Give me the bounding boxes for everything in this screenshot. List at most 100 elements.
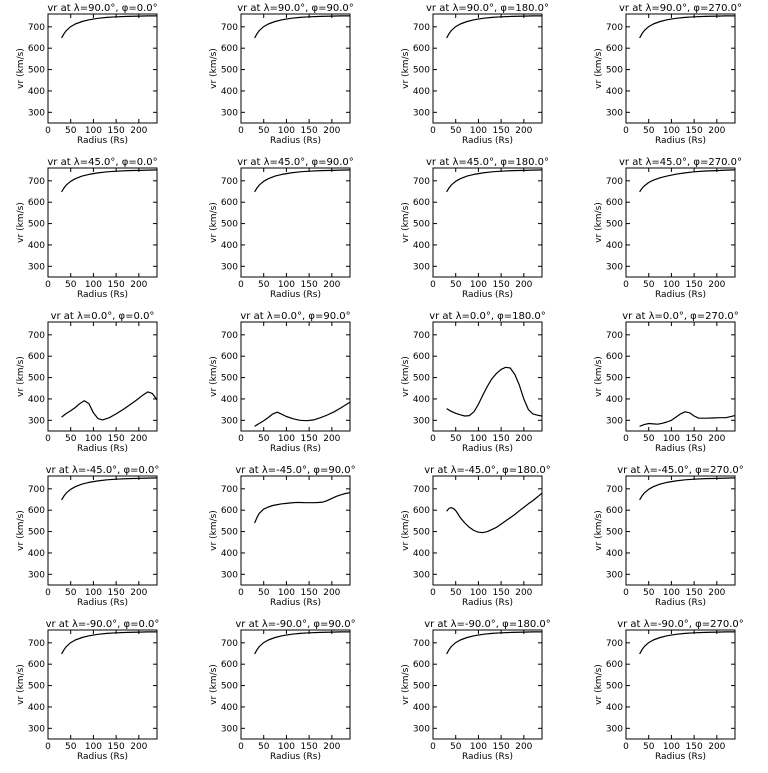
x-tick-label: 200 (130, 280, 147, 290)
x-tick-label: 50 (258, 126, 270, 136)
x-tick-label: 150 (493, 126, 510, 136)
y-tick-label: 500 (221, 220, 238, 230)
x-tick-label: 50 (65, 434, 77, 444)
y-tick-label: 300 (221, 416, 238, 426)
y-tick-label: 600 (606, 506, 623, 516)
panel-title: vr at λ=0.0°, φ=180.0° (429, 311, 546, 322)
y-tick-label: 400 (28, 87, 45, 97)
y-tick-label: 300 (221, 724, 238, 734)
y-axis-label: vr (km/s) (594, 510, 604, 551)
x-tick-label: 100 (85, 434, 102, 444)
panel-title: vr at λ=-90.0°, φ=0.0° (46, 619, 160, 630)
x-tick-label: 150 (301, 434, 318, 444)
x-tick-label: 0 (238, 588, 244, 598)
x-tick-label: 100 (278, 742, 295, 752)
y-tick-label: 400 (221, 703, 238, 713)
y-tick-label: 700 (221, 331, 238, 341)
series-line (254, 169, 351, 193)
panel-title: vr at λ=-90.0°, φ=90.0° (235, 619, 355, 630)
y-axis-label: vr (km/s) (16, 48, 26, 89)
x-tick-label: 100 (278, 588, 295, 598)
x-tick-label: 0 (430, 280, 436, 290)
y-tick-label: 400 (221, 241, 238, 251)
panel-18: vr at λ=-90.0°, φ=90.0° 0 50 100 150 200 300 40… (209, 619, 356, 762)
x-axis-label: Radius (Rs) (270, 136, 321, 146)
axes-frame (240, 321, 351, 432)
y-tick-label: 700 (606, 485, 623, 495)
x-tick-label: 0 (623, 588, 629, 598)
x-tick-label: 50 (450, 742, 462, 752)
axes-frame (432, 475, 543, 586)
x-axis-label: Radius (Rs) (270, 444, 321, 454)
y-tick-label: 700 (606, 177, 623, 187)
series-line (446, 169, 543, 193)
y-axis-label: vr (km/s) (401, 48, 411, 89)
x-tick-label: 200 (708, 588, 725, 598)
series-line (639, 477, 736, 501)
axes-frame (625, 475, 736, 586)
panel-title: vr at λ=90.0°, φ=180.0° (426, 3, 549, 14)
x-tick-label: 150 (108, 126, 125, 136)
x-tick-label: 100 (278, 280, 295, 290)
y-tick-label: 700 (606, 639, 623, 649)
x-tick-label: 200 (130, 434, 147, 444)
y-tick-label: 400 (413, 87, 430, 97)
panel-2: vr at λ=90.0°, φ=90.0° 0 50 100 150 200 300 400… (209, 3, 354, 146)
y-tick-label: 500 (221, 528, 238, 538)
x-tick-label: 150 (493, 434, 510, 444)
y-tick-label: 500 (606, 220, 623, 230)
x-tick-label: 100 (85, 588, 102, 598)
x-tick-label: 150 (301, 126, 318, 136)
x-tick-label: 0 (238, 742, 244, 752)
y-tick-label: 500 (28, 66, 45, 76)
y-axis-label: vr (km/s) (16, 510, 26, 551)
y-tick-label: 400 (413, 703, 430, 713)
panel-1: vr at λ=90.0°, φ=0.0° 0 50 100 150 200 300 400 5… (16, 3, 158, 146)
y-tick-label: 600 (221, 352, 238, 362)
axes-frame (432, 167, 543, 278)
x-tick-label: 200 (515, 742, 532, 752)
panel-title: vr at λ=-45.0°, φ=270.0° (617, 465, 744, 476)
panel-title: vr at λ=0.0°, φ=0.0° (51, 311, 155, 322)
panel-title: vr at λ=-45.0°, φ=0.0° (46, 465, 160, 476)
axes-frame (240, 629, 351, 740)
x-tick-label: 150 (686, 280, 703, 290)
x-axis-label: Radius (Rs) (77, 444, 128, 454)
y-axis-label: vr (km/s) (209, 356, 219, 397)
y-tick-label: 500 (28, 528, 45, 538)
y-tick-label: 300 (28, 724, 45, 734)
y-tick-label: 300 (413, 416, 430, 426)
series-line (254, 631, 350, 655)
series-line (446, 631, 542, 655)
series-line (61, 477, 158, 501)
x-tick-label: 50 (643, 588, 655, 598)
panel-15: vr at λ=-45.0°, φ=180.0° 0 50 100 150 200 300 4… (401, 465, 551, 608)
y-tick-label: 600 (221, 506, 238, 516)
y-tick-label: 500 (413, 374, 430, 384)
panel-7: vr at λ=45.0°, φ=180.0° 0 50 100 150 200 300 40… (401, 157, 549, 300)
y-tick-label: 400 (413, 395, 430, 405)
x-tick-label: 150 (108, 434, 125, 444)
x-tick-label: 0 (238, 434, 244, 444)
x-tick-label: 0 (623, 742, 629, 752)
x-axis-label: Radius (Rs) (77, 290, 128, 300)
y-tick-label: 300 (28, 108, 45, 118)
x-axis-label: Radius (Rs) (270, 290, 321, 300)
series-line (446, 366, 543, 417)
panel-title: vr at λ=-45.0°, φ=180.0° (424, 465, 551, 476)
y-tick-label: 400 (606, 87, 623, 97)
y-tick-label: 400 (28, 241, 45, 251)
axes-frame (47, 475, 158, 586)
y-tick-label: 700 (28, 177, 45, 187)
x-tick-label: 0 (238, 280, 244, 290)
x-tick-label: 150 (493, 742, 510, 752)
x-tick-label: 50 (258, 280, 270, 290)
y-tick-label: 500 (606, 374, 623, 384)
y-axis-label: vr (km/s) (209, 510, 219, 551)
y-axis-label: vr (km/s) (16, 356, 26, 397)
y-axis-label: vr (km/s) (401, 510, 411, 551)
y-tick-label: 400 (413, 549, 430, 559)
y-tick-label: 600 (413, 660, 430, 670)
y-tick-label: 600 (28, 506, 45, 516)
